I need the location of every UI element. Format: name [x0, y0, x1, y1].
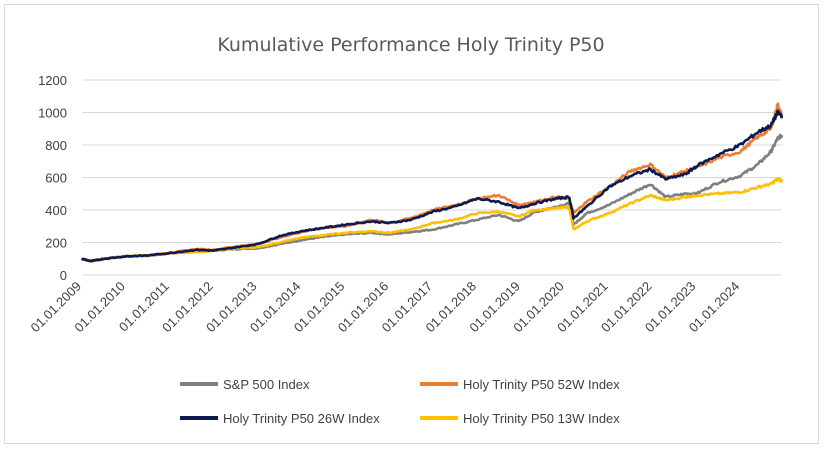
series-line: [81, 176, 784, 263]
x-axis: 01.01.200901.01.201001.01.201101.01.2012…: [27, 279, 742, 336]
y-tick-label: 0: [60, 268, 67, 283]
y-tick-label: 200: [45, 236, 67, 251]
y-tick-label: 600: [45, 171, 67, 186]
chart-title: Kumulative Performance Holy Trinity P50: [217, 34, 604, 56]
legend-label: Holy Trinity P50 13W Index: [463, 411, 620, 426]
y-tick-label: 800: [45, 138, 67, 153]
legend-item: S&P 500 Index: [180, 377, 310, 392]
plot-area: [80, 102, 784, 263]
y-tick-label: 1200: [38, 73, 67, 88]
legend: S&P 500 Index Holy Trinity P50 52W Index H…: [180, 377, 620, 426]
legend-label: Holy Trinity P50 26W Index: [223, 411, 380, 426]
legend-item: Holy Trinity P50 26W Index: [180, 411, 380, 426]
y-tick-label: 1000: [38, 106, 67, 121]
legend-item: Holy Trinity P50 52W Index: [420, 377, 620, 392]
series-line: [81, 102, 784, 263]
legend-item: Holy Trinity P50 13W Index: [420, 411, 620, 426]
legend-label: Holy Trinity P50 52W Index: [463, 377, 620, 392]
series-line: [80, 109, 784, 263]
grid: [82, 79, 782, 276]
y-axis: 0 200 400 600 800 1000 1200: [38, 73, 67, 283]
legend-label: S&P 500 Index: [223, 377, 310, 392]
y-tick-label: 400: [45, 203, 67, 218]
chart-area: [4, 4, 819, 444]
